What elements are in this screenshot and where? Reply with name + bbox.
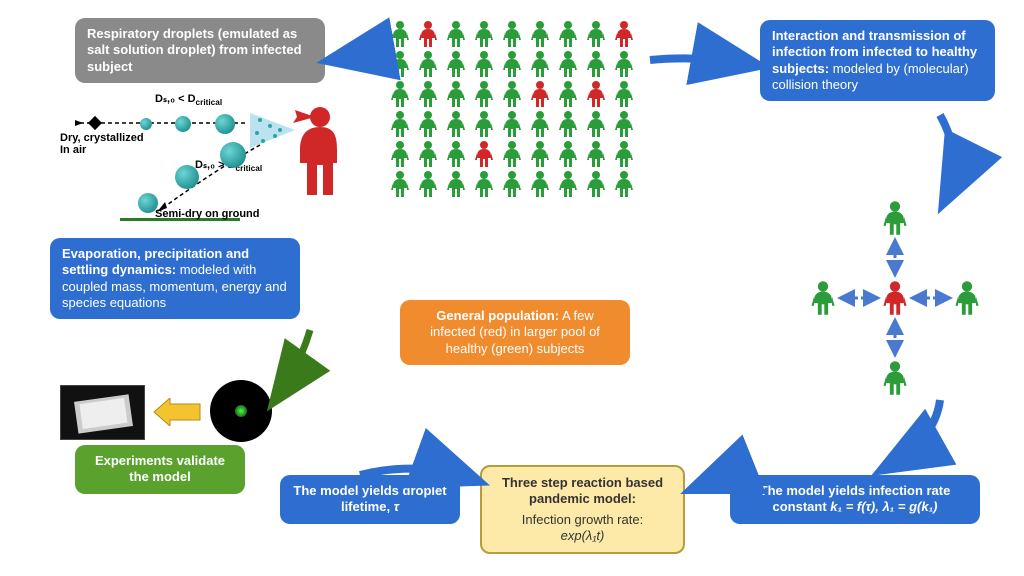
- person-healthy-icon: [474, 110, 494, 138]
- drop-1: [215, 114, 235, 134]
- population-bold: General population:: [436, 308, 559, 323]
- person-healthy-icon: [614, 170, 634, 198]
- drop-2: [175, 116, 191, 132]
- person-healthy-icon: [418, 140, 438, 168]
- pandemic-box: Three step reaction based pandemic model…: [480, 465, 685, 554]
- person-healthy-icon: [530, 140, 550, 168]
- yellow-arrow-icon: [152, 398, 202, 426]
- person-infected-icon: [614, 20, 634, 48]
- person-healthy-icon: [530, 110, 550, 138]
- drop-b2: [175, 165, 199, 189]
- person-healthy-icon: [502, 20, 522, 48]
- person-healthy-icon: [502, 110, 522, 138]
- respiratory-text: Respiratory droplets (emulated as salt s…: [87, 26, 302, 74]
- person-healthy-icon: [418, 50, 438, 78]
- pandemic-expr: exp(λ₁t): [494, 528, 671, 544]
- person-healthy-icon: [502, 140, 522, 168]
- collision-arrows: [800, 195, 990, 400]
- person-healthy-icon: [390, 140, 410, 168]
- person-healthy-icon: [558, 110, 578, 138]
- rateconst-box: The model yields infection rate constant…: [730, 475, 980, 524]
- person-healthy-icon: [614, 50, 634, 78]
- person-healthy-icon: [446, 50, 466, 78]
- person-healthy-icon: [558, 80, 578, 108]
- person-healthy-icon: [586, 20, 606, 48]
- collision-cross: [800, 195, 990, 400]
- crystal-photo: [60, 385, 145, 440]
- person-healthy-icon: [390, 50, 410, 78]
- person-healthy-icon: [586, 170, 606, 198]
- person-healthy-icon: [390, 110, 410, 138]
- person-healthy-icon: [474, 50, 494, 78]
- person-healthy-icon: [530, 170, 550, 198]
- person-healthy-icon: [418, 170, 438, 198]
- person-healthy-icon: [474, 170, 494, 198]
- lifetime-box: The model yields droplet lifetime, τ: [280, 475, 460, 524]
- person-healthy-icon: [558, 20, 578, 48]
- person-healthy-icon: [474, 80, 494, 108]
- person-healthy-icon: [418, 80, 438, 108]
- interaction-box: Interaction and transmission of infectio…: [760, 20, 995, 101]
- person-healthy-icon: [530, 50, 550, 78]
- pandemic-sub: Infection growth rate:: [494, 512, 671, 528]
- person-healthy-icon: [502, 80, 522, 108]
- droplet-diagram: Dₛ,₀ < Dcritical Dry, crystallized In ai…: [60, 90, 340, 235]
- person-healthy-icon: [446, 140, 466, 168]
- person-healthy-icon: [530, 20, 550, 48]
- person-healthy-icon: [390, 170, 410, 198]
- lifetime-text: The model yields droplet lifetime,: [293, 483, 446, 514]
- person-infected-icon: [474, 140, 494, 168]
- person-healthy-icon: [418, 110, 438, 138]
- population-grid: [390, 20, 642, 200]
- person-healthy-icon: [614, 140, 634, 168]
- person-infected-icon: [530, 80, 550, 108]
- person-healthy-icon: [586, 50, 606, 78]
- person-healthy-icon: [614, 80, 634, 108]
- person-infected-icon: [418, 20, 438, 48]
- evaporation-box: Evaporation, precipitation and settling …: [50, 238, 300, 319]
- experiments-box: Experiments validate the model: [75, 445, 245, 494]
- population-box: General population: A few infected (red)…: [400, 300, 630, 365]
- person-healthy-icon: [586, 140, 606, 168]
- person-healthy-icon: [446, 80, 466, 108]
- rateconst-expr: k₁ = f(τ), λ₁ = g(k₁): [830, 499, 937, 514]
- person-healthy-icon: [614, 110, 634, 138]
- ground-label: Semi-dry on ground: [155, 208, 260, 220]
- drop-b1: [220, 142, 246, 168]
- respiratory-box: Respiratory droplets (emulated as salt s…: [75, 18, 325, 83]
- person-healthy-icon: [446, 170, 466, 198]
- person-healthy-icon: [446, 110, 466, 138]
- person-healthy-icon: [586, 110, 606, 138]
- person-healthy-icon: [502, 170, 522, 198]
- person-healthy-icon: [390, 20, 410, 48]
- pandemic-title: Three step reaction based pandemic model…: [494, 475, 671, 508]
- person-healthy-icon: [502, 50, 522, 78]
- lifetime-symbol: τ: [394, 499, 399, 514]
- droplet-photo: [210, 380, 272, 442]
- person-healthy-icon: [446, 20, 466, 48]
- person-infected-icon: [586, 80, 606, 108]
- person-healthy-icon: [558, 50, 578, 78]
- experiments-text: Experiments validate the model: [95, 453, 225, 484]
- label-top: Dₛ,₀ < Dcritical: [155, 92, 222, 107]
- person-healthy-icon: [474, 20, 494, 48]
- person-healthy-icon: [558, 170, 578, 198]
- drop-3: [140, 118, 152, 130]
- person-healthy-icon: [558, 140, 578, 168]
- person-healthy-icon: [390, 80, 410, 108]
